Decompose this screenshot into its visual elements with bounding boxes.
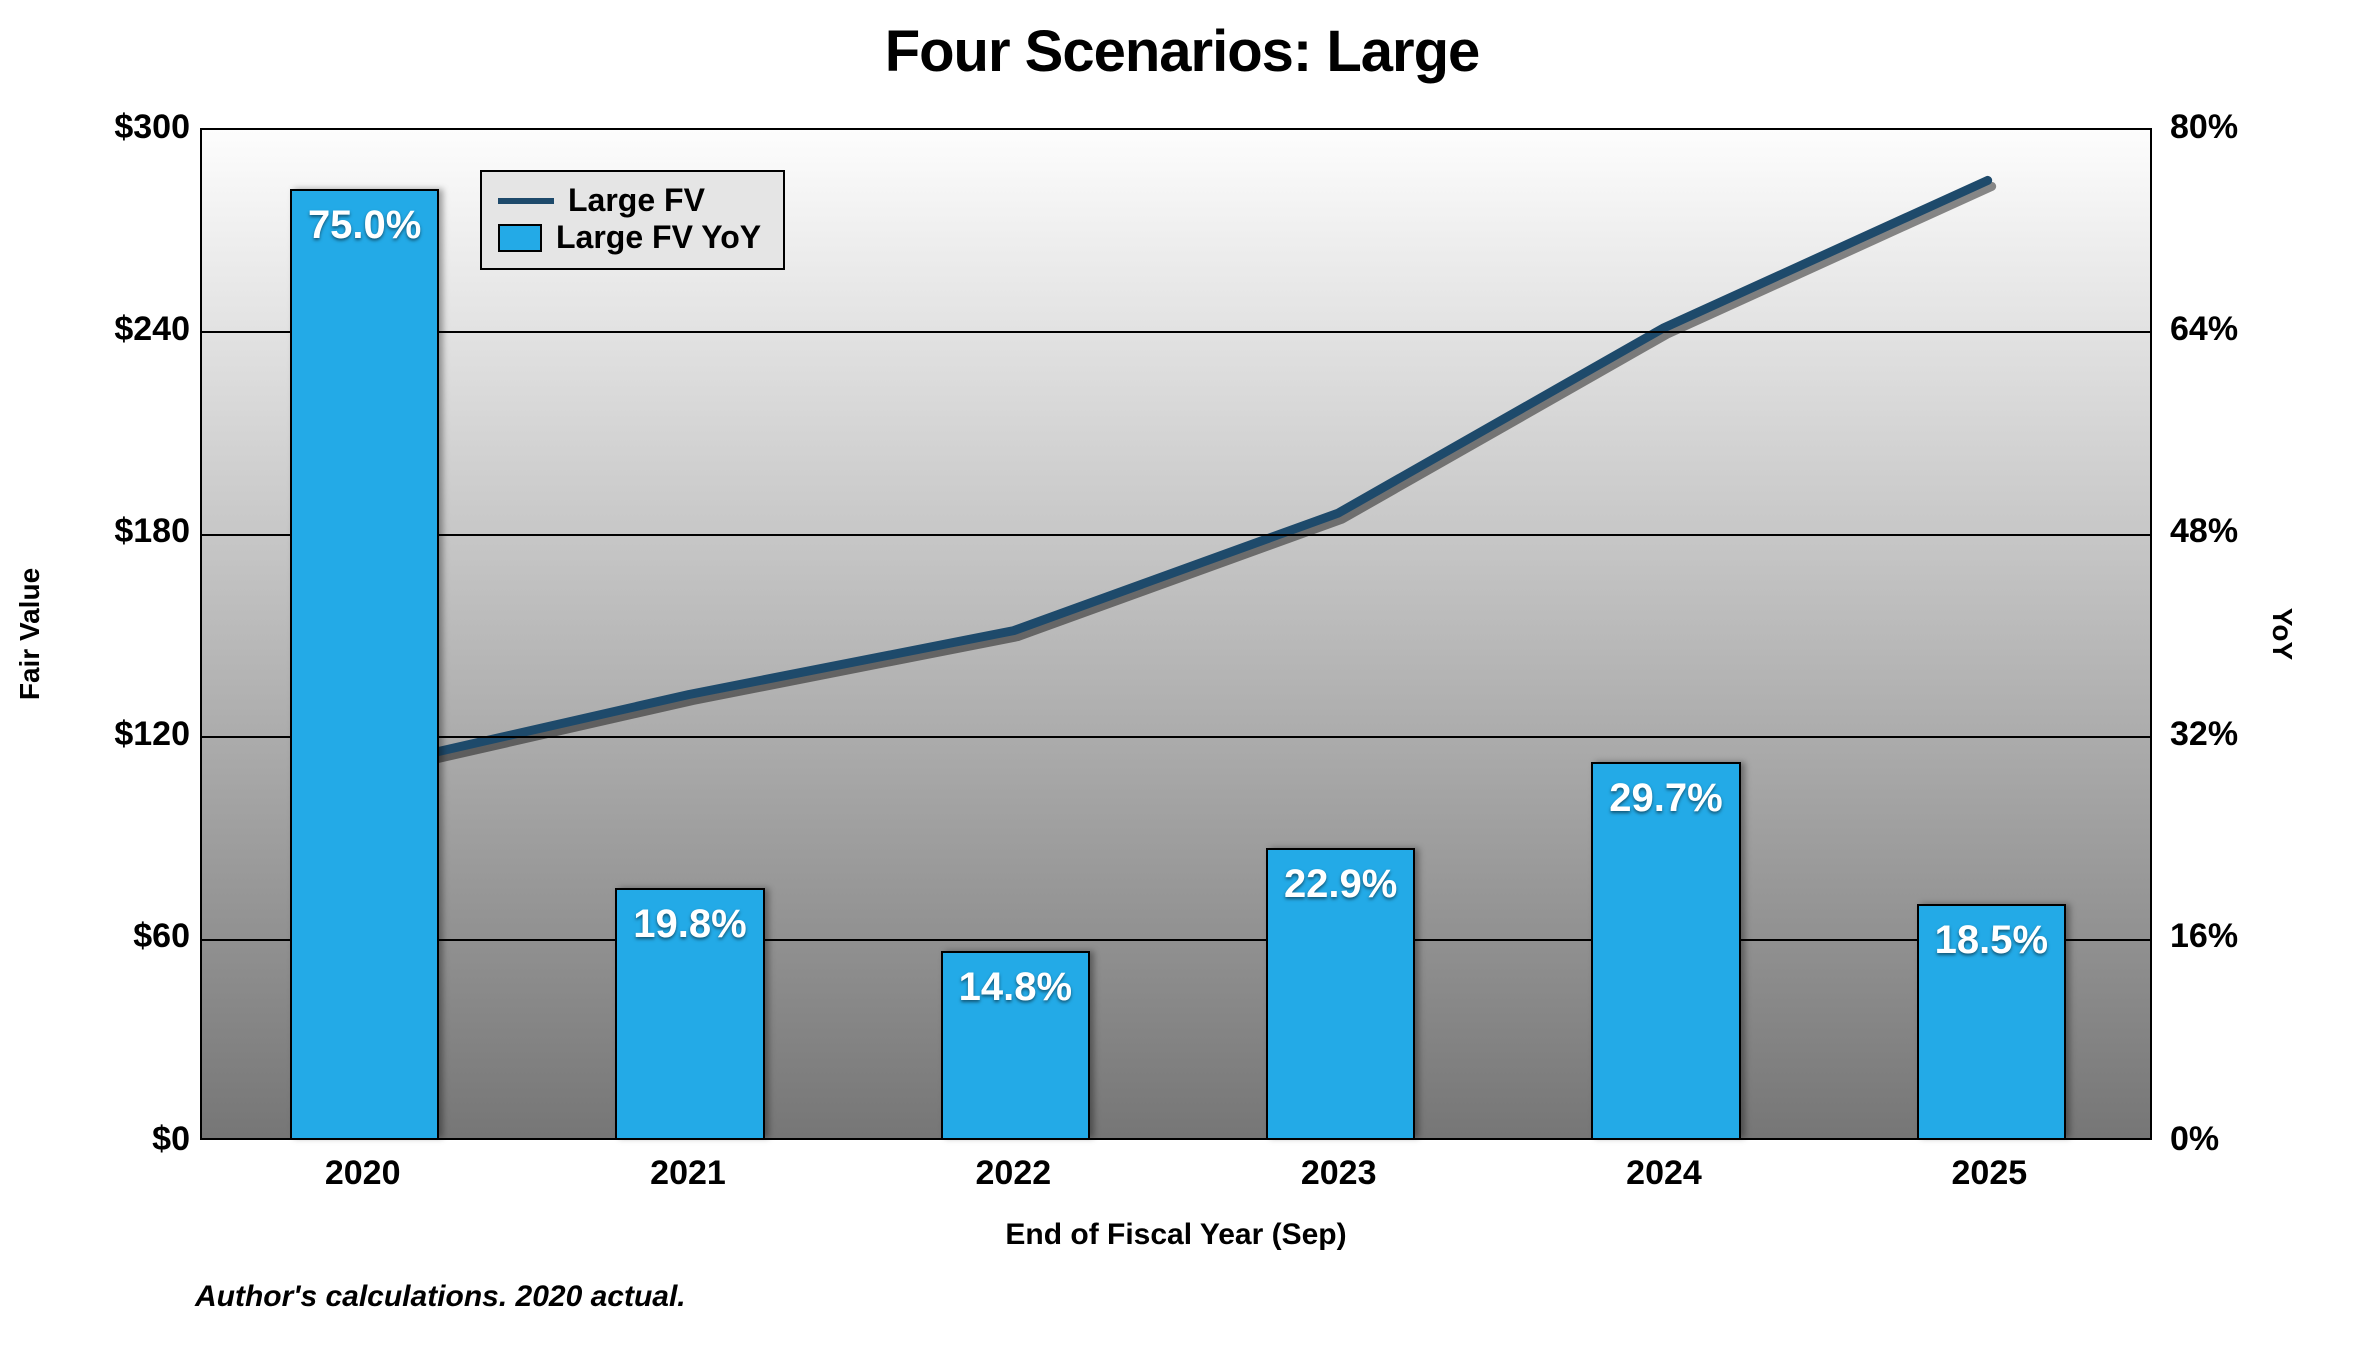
y-left-tick-label: $0 [70, 1120, 190, 1159]
x-tick-label: 2022 [976, 1154, 1052, 1193]
x-tick-label: 2024 [1626, 1154, 1702, 1193]
legend-box-swatch [498, 224, 542, 252]
legend-item: Large FV [498, 182, 761, 219]
y-right-tick-label: 0% [2170, 1120, 2219, 1159]
gridline [202, 939, 2150, 941]
plot-area: 75.0% 19.8% 14.8% 22.9% 29.7% 18.5% [200, 128, 2152, 1140]
x-tick-label: 2020 [325, 1154, 401, 1193]
bar: 22.9% [1266, 848, 1416, 1138]
legend: Large FVLarge FV YoY [480, 170, 785, 270]
bar: 18.5% [1917, 904, 2067, 1138]
y-left-tick-label: $60 [70, 917, 190, 956]
legend-line-swatch [498, 198, 554, 204]
gridline [202, 534, 2150, 536]
gridline [202, 736, 2150, 738]
y-left-axis-title: Fair Value [14, 568, 46, 700]
legend-label: Large FV YoY [556, 219, 761, 256]
bar-value-label: 75.0% [292, 203, 438, 248]
gridline [202, 331, 2150, 333]
y-right-tick-label: 48% [2170, 512, 2238, 551]
y-left-tick-label: $240 [70, 310, 190, 349]
y-right-tick-label: 80% [2170, 108, 2238, 147]
bar-value-label: 14.8% [943, 965, 1089, 1010]
y-left-tick-label: $180 [70, 512, 190, 551]
y-right-tick-label: 32% [2170, 715, 2238, 754]
legend-label: Large FV [568, 182, 705, 219]
bar: 14.8% [941, 951, 1091, 1138]
bar: 29.7% [1591, 762, 1741, 1138]
line-series [202, 130, 2150, 1138]
y-right-axis-title: YoY [2266, 608, 2298, 660]
bar: 75.0% [290, 189, 440, 1138]
x-tick-label: 2023 [1301, 1154, 1377, 1193]
x-axis-title: End of Fiscal Year (Sep) [876, 1218, 1476, 1252]
chart-footnote: Author's calculations. 2020 actual. [195, 1280, 686, 1314]
y-left-tick-label: $300 [70, 108, 190, 147]
bar-value-label: 18.5% [1919, 918, 2065, 963]
bar-value-label: 19.8% [617, 902, 763, 947]
bar: 19.8% [615, 888, 765, 1138]
y-right-tick-label: 16% [2170, 917, 2238, 956]
y-right-tick-label: 64% [2170, 310, 2238, 349]
y-left-tick-label: $120 [70, 715, 190, 754]
x-tick-label: 2025 [1952, 1154, 2028, 1193]
x-tick-label: 2021 [650, 1154, 726, 1193]
bar-value-label: 22.9% [1268, 862, 1414, 907]
chart-container: Four Scenarios: Large 75.0% 19.8% 14.8% 22.… [0, 0, 2364, 1352]
bar-value-label: 29.7% [1593, 776, 1739, 821]
chart-title: Four Scenarios: Large [0, 18, 2364, 85]
legend-item: Large FV YoY [498, 219, 761, 256]
